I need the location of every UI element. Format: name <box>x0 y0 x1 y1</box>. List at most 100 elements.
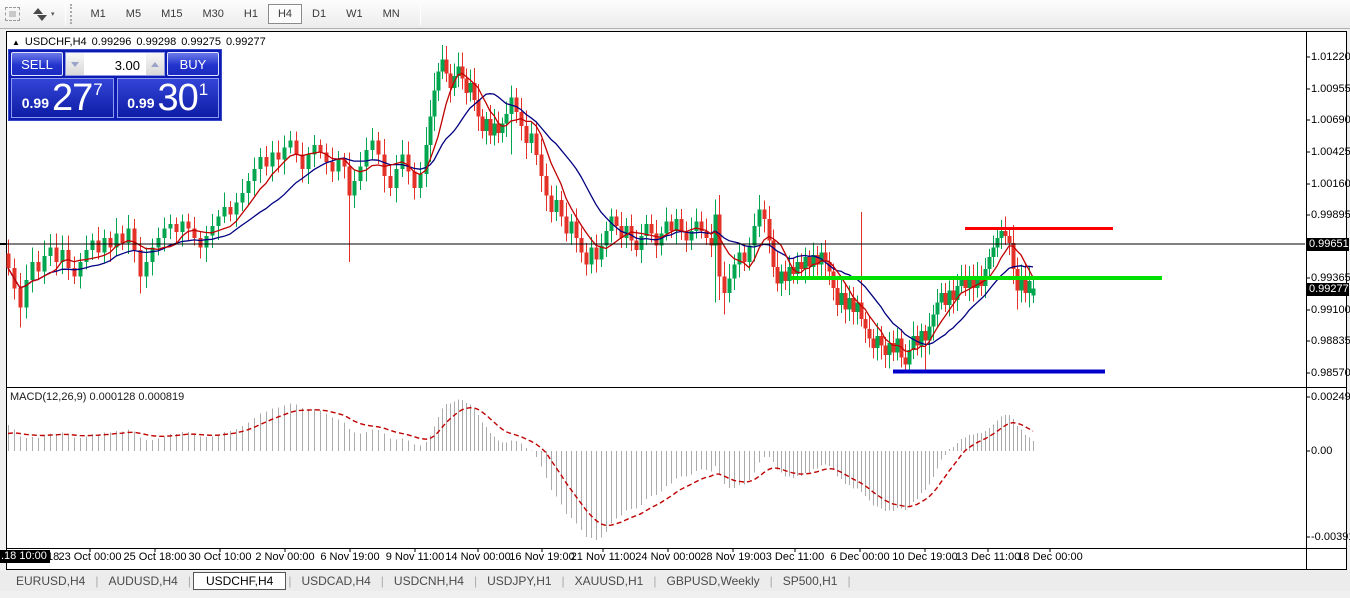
time-axis-label: 24 Nov 00:00 <box>635 551 701 563</box>
open-value: 0.99296 <box>91 36 132 48</box>
sell-price-pip: 7 <box>93 80 103 99</box>
tab-separator: | <box>187 574 191 588</box>
price-axis-label: 0.99895 <box>1311 209 1350 221</box>
timeframe-m15[interactable]: M15 <box>161 8 183 20</box>
macd-axis-label: 0.00 <box>1311 445 1333 457</box>
symbol-label: USDCHF,H4 <box>24 36 87 48</box>
time-axis-label: 3 Dec 11:00 <box>765 551 825 563</box>
tab-audusd-h4[interactable]: AUDUSD,H4 <box>108 574 178 588</box>
buy-button[interactable]: BUY <box>167 52 219 76</box>
time-axis-divider <box>7 548 1346 549</box>
sell-button[interactable]: SELL <box>11 52 63 76</box>
time-axis-label: 6 Nov 19:00 <box>320 551 380 563</box>
dropdown-caret-icon[interactable]: ▾ <box>51 11 55 18</box>
tab-separator: | <box>473 574 478 588</box>
price-axis-label: 0.99100 <box>1311 304 1350 316</box>
up-triangle-icon <box>33 8 43 14</box>
volume-spinner: 3.00 <box>65 52 165 76</box>
tab-separator: | <box>380 574 384 588</box>
timeframe-mn[interactable]: MN <box>382 8 400 20</box>
time-axis-label: 10 Dec 19:00 <box>892 551 958 563</box>
time-axis-label: 28 Nov 19:00 <box>700 551 766 563</box>
low-value: 0.99275 <box>181 36 221 48</box>
sell-price-display[interactable]: 0.99 27 7 <box>11 76 114 119</box>
time-axis-label: 14 Nov 00:00 <box>445 551 511 563</box>
high-value: 0.99298 <box>136 36 177 48</box>
price-axis-label: 1.00955 <box>1311 83 1350 95</box>
price-axis-label: 0.98835 <box>1311 335 1350 347</box>
timeframe-m30[interactable]: M30 <box>202 8 224 20</box>
volume-increase-button[interactable] <box>146 53 164 75</box>
chart-tab-bar: EURUSD,H4 | AUDUSD,H4 | USDCHF,H4 | USDCAD,H4 |… <box>0 571 1350 591</box>
macd-indicator-label: MACD(12,26,9) 0.000128 0.000819 <box>10 391 185 403</box>
sell-price-big: 27 <box>52 76 93 119</box>
timeframe-d1[interactable]: D1 <box>312 8 327 20</box>
timeframe-h4[interactable]: H4 <box>267 4 303 24</box>
time-axis-label: 18 Dec 00:00 <box>1017 551 1083 563</box>
time-axis-label: 30 Oct 10:00 <box>188 551 252 563</box>
price-axis-current-box: 0.99651 <box>1306 238 1349 251</box>
time-axis-label: 16 Nov 19:00 <box>509 551 575 563</box>
price-axis-label: 0.98570 <box>1311 367 1350 379</box>
toolbar-separator <box>64 3 66 25</box>
buy-price-big: 30 <box>157 76 199 119</box>
up-arrow-icon <box>151 61 159 67</box>
down-arrow-icon <box>71 61 79 67</box>
tab-sp500-h1[interactable]: SP500,H1 <box>782 574 838 588</box>
sell-price-prefix: 0.99 <box>21 95 49 111</box>
tab-usdchf-h4[interactable]: USDCHF,H4 <box>192 572 287 590</box>
one-click-trading-panel: SELL 3.00 BUY 0.99 27 7 0.99 30 1 <box>8 49 222 121</box>
price-axis-border <box>1306 32 1307 569</box>
macd-axis-label: -0.003913 <box>1311 531 1350 543</box>
price-axis-label: 1.00690 <box>1311 114 1350 126</box>
tab-usdcnh-h4[interactable]: USDCNH,H4 <box>393 574 464 588</box>
time-axis-label: 6 Dec 00:00 <box>830 551 890 563</box>
tab-xauusd-h1[interactable]: XAUUSD,H1 <box>574 574 644 588</box>
price-axis-label: 0.99365 <box>1311 272 1350 284</box>
price-axis-current-box: 0.99277 <box>1306 283 1349 296</box>
time-axis-label: 13 Dec 11:00 <box>955 551 1021 563</box>
timeframe-buttons: M1 M5 M15 M30 H1 H4 D1 W1 MN <box>81 3 410 25</box>
toolbar-separator <box>419 3 421 25</box>
timeframe-w1[interactable]: W1 <box>346 8 363 20</box>
timeframe-m1[interactable]: M1 <box>90 8 106 20</box>
down-triangle-icon <box>37 15 47 21</box>
chart-template-icon[interactable] <box>5 7 20 21</box>
close-value: 0.99277 <box>225 36 266 48</box>
time-axis-label: 9 Nov 11:00 <box>385 551 445 563</box>
tab-separator: | <box>288 574 292 588</box>
time-axis-label: 25 Oct 18:00 <box>123 551 187 563</box>
tab-usdjpy-h1[interactable]: USDJPY,H1 <box>487 574 552 588</box>
collapse-icon[interactable]: ▲ <box>12 37 20 47</box>
macd-axis-label: 0.002492 <box>1311 391 1350 403</box>
volume-decrease-button[interactable] <box>66 53 84 75</box>
timeframe-h1[interactable]: H1 <box>243 8 258 20</box>
timeframe-m5[interactable]: M5 <box>125 8 142 20</box>
time-label: 18 <box>47 551 60 563</box>
status-bar <box>0 591 1350 598</box>
tab-separator: | <box>561 574 565 588</box>
buy-price-prefix: 0.99 <box>127 95 155 111</box>
tab-separator: | <box>653 574 657 588</box>
buy-price-pip: 1 <box>198 80 209 99</box>
price-axis-label: 1.00160 <box>1311 178 1350 190</box>
tab-separator: | <box>769 574 773 588</box>
tab-separator: | <box>95 574 99 588</box>
tab-separator: | <box>847 574 851 588</box>
volume-input[interactable]: 3.00 <box>84 53 146 75</box>
time-axis-label: 2 Nov 00:00 <box>255 551 315 563</box>
swap-arrows-icon[interactable] <box>32 7 48 21</box>
price-axis-label: 1.01220 <box>1311 51 1350 63</box>
tab-usdcad-h4[interactable]: USDCAD,H4 <box>301 574 371 588</box>
price-axis-label: 1.00425 <box>1311 146 1350 158</box>
time-axis-label: 21 Nov 11:00 <box>570 551 636 563</box>
buy-price-display[interactable]: 0.99 30 1 <box>116 76 219 119</box>
chart-title: ▲ USDCHF,H4 0.99296 0.99298 0.99275 0.99… <box>12 36 266 48</box>
tab-gbpusd-weekly[interactable]: GBPUSD,Weekly <box>666 574 760 588</box>
tab-eurusd-h4[interactable]: EURUSD,H4 <box>16 574 86 588</box>
pane-divider[interactable] <box>7 387 1346 388</box>
time-marker-box: .18 10:00 <box>0 550 50 563</box>
time-axis-label: 23 Oct 00:00 <box>58 551 122 563</box>
toolbar-grip[interactable] <box>69 4 75 24</box>
